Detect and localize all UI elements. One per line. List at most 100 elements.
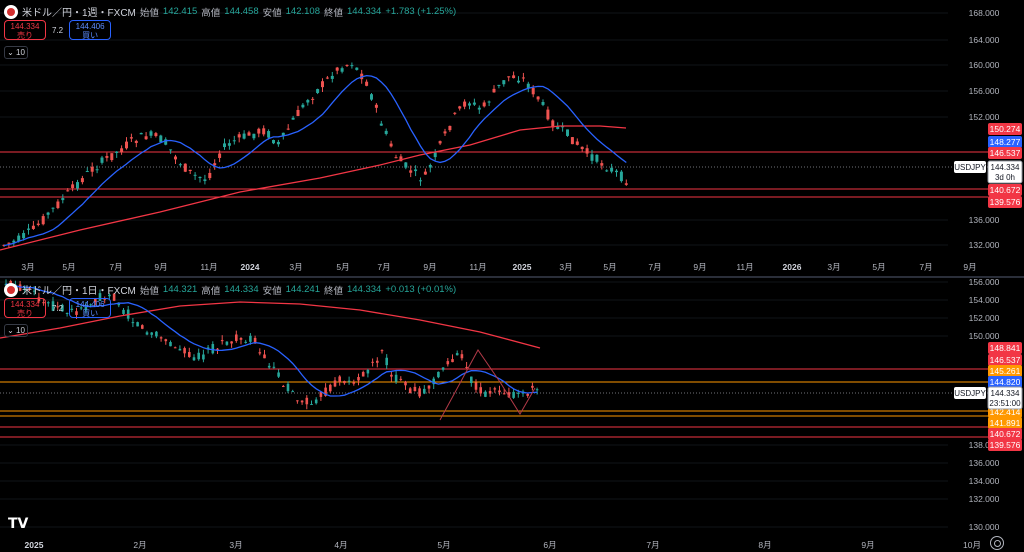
current-price-label: 144.334 xyxy=(991,163,1020,172)
candle-body xyxy=(300,400,304,403)
candle-body xyxy=(70,308,74,310)
price-badge-label: 144.820 xyxy=(990,377,1021,387)
price-badge-label: 139.576 xyxy=(990,197,1021,207)
time-tick-label: 9月 xyxy=(963,262,976,272)
low-label: 安値 xyxy=(262,7,282,19)
tradingview-logo[interactable]: TV xyxy=(8,516,29,532)
symbol-title[interactable]: 米ドル／円・1日・FXCM xyxy=(22,286,136,297)
candle-body xyxy=(437,371,440,378)
candle-body xyxy=(28,287,31,289)
price-badge-label: 148.841 xyxy=(990,343,1021,353)
candle-body xyxy=(394,374,398,382)
candle-body xyxy=(615,170,618,173)
weekly-chart-pane[interactable]: 168.000 164.000 160.000 156.000 152.000 136.0… xyxy=(0,0,1024,276)
weekly-chart-canvas[interactable]: 168.000 164.000 160.000 156.000 152.000 136.0… xyxy=(0,0,1024,276)
candle-body xyxy=(218,153,222,158)
candle-body xyxy=(314,399,318,404)
close-value: 144.334 xyxy=(347,284,382,295)
candle-body xyxy=(115,151,119,153)
sell-button[interactable]: 144.334 売り xyxy=(4,298,46,318)
candle-body xyxy=(423,171,427,175)
price-badge xyxy=(988,417,1022,429)
price-badge xyxy=(988,439,1022,451)
time-tick-label: 2月 xyxy=(133,540,146,550)
trade-buttons: 144.334 売り 7.2 144.406 買い xyxy=(4,298,112,318)
price-badge-label: 140.672 xyxy=(990,185,1021,195)
us-flag-icon xyxy=(4,282,18,297)
candle-body xyxy=(257,128,261,134)
time-axis[interactable]: 2025 2月 3月 4月 5月 6月 7月 8月 9月 10月 xyxy=(0,538,1024,552)
candle-body xyxy=(247,132,251,136)
price-badge xyxy=(988,428,1022,440)
open-value: 142.415 xyxy=(162,6,198,17)
indicators-collapse-button[interactable]: ⌄ 10 xyxy=(4,46,28,59)
price-badge xyxy=(988,376,1022,388)
candle-body xyxy=(84,306,88,311)
candle-body xyxy=(183,163,187,172)
symbol-title[interactable]: 米ドル／円・1週・FXCM xyxy=(22,8,136,19)
candle-body xyxy=(345,64,349,66)
candle-body xyxy=(281,132,285,136)
candle-body xyxy=(98,293,102,302)
current-price-tag xyxy=(987,386,1023,410)
candle-body xyxy=(433,152,437,158)
candle-body xyxy=(174,156,177,160)
candle-body xyxy=(286,128,290,130)
candle-body xyxy=(56,306,59,308)
candle-body xyxy=(365,81,369,86)
candle-body xyxy=(487,101,491,103)
candle-body xyxy=(380,350,384,352)
candle-body xyxy=(22,233,26,239)
candle-body xyxy=(404,381,407,386)
candle-body xyxy=(394,157,398,159)
candle-body xyxy=(95,169,99,171)
candle-body xyxy=(374,104,378,108)
price-tick-label: 136.000 xyxy=(969,215,1000,225)
zigzag-line xyxy=(439,349,536,421)
high-label: 高値 xyxy=(201,285,221,297)
buy-button[interactable]: 144.406 買い xyxy=(69,298,112,318)
candle-body xyxy=(432,378,435,385)
candle-body xyxy=(541,102,545,105)
candle-body xyxy=(150,332,153,335)
candle-body xyxy=(276,141,280,145)
daily-chart-pane[interactable]: 156.000 154.000 152.000 150.000 138.000 136.0… xyxy=(0,278,1024,538)
candle-body xyxy=(477,107,481,110)
sell-button[interactable]: 144.334 売り xyxy=(4,20,46,40)
candle-body xyxy=(103,298,106,300)
settings-gear-icon[interactable] xyxy=(990,536,1004,550)
candle-body xyxy=(531,385,534,388)
candle-body xyxy=(446,361,450,365)
daily-chart-canvas[interactable]: 156.000 154.000 152.000 150.000 138.000 136.0… xyxy=(0,278,1024,538)
buy-button[interactable]: 144.406 買い xyxy=(69,20,112,40)
price-badge-label: 140.672 xyxy=(990,429,1021,439)
candle-body xyxy=(235,334,238,341)
candle-body xyxy=(267,365,271,368)
candle-body xyxy=(51,301,55,311)
time-tick-label: 9月 xyxy=(154,262,167,272)
candle-body xyxy=(131,322,135,324)
candle-body xyxy=(211,344,215,354)
open-value: 144.321 xyxy=(162,284,198,295)
candle-body xyxy=(141,325,144,329)
price-tick-label: 138.000 xyxy=(969,440,1000,450)
time-tick-label: 3月 xyxy=(21,262,34,272)
candle-body xyxy=(350,65,354,67)
candle-body xyxy=(306,100,310,103)
candle-body xyxy=(404,162,408,168)
pane-divider[interactable] xyxy=(0,276,1024,278)
candle-body xyxy=(324,387,327,396)
candle-body xyxy=(316,89,320,93)
candle-body xyxy=(252,133,256,139)
candle-body xyxy=(453,112,457,114)
candle-body xyxy=(223,143,226,148)
candle-body xyxy=(66,190,70,192)
time-tick-label: 3月 xyxy=(289,262,302,272)
price-tick-label: 134.000 xyxy=(969,476,1000,486)
price-tick-label: 136.000 xyxy=(969,458,1000,468)
candle-body xyxy=(624,183,628,185)
candle-body xyxy=(463,101,467,107)
candle-body xyxy=(502,80,506,85)
indicators-collapse-button[interactable]: ⌄ 10 xyxy=(4,324,28,337)
time-tick-label: 4月 xyxy=(334,540,347,550)
